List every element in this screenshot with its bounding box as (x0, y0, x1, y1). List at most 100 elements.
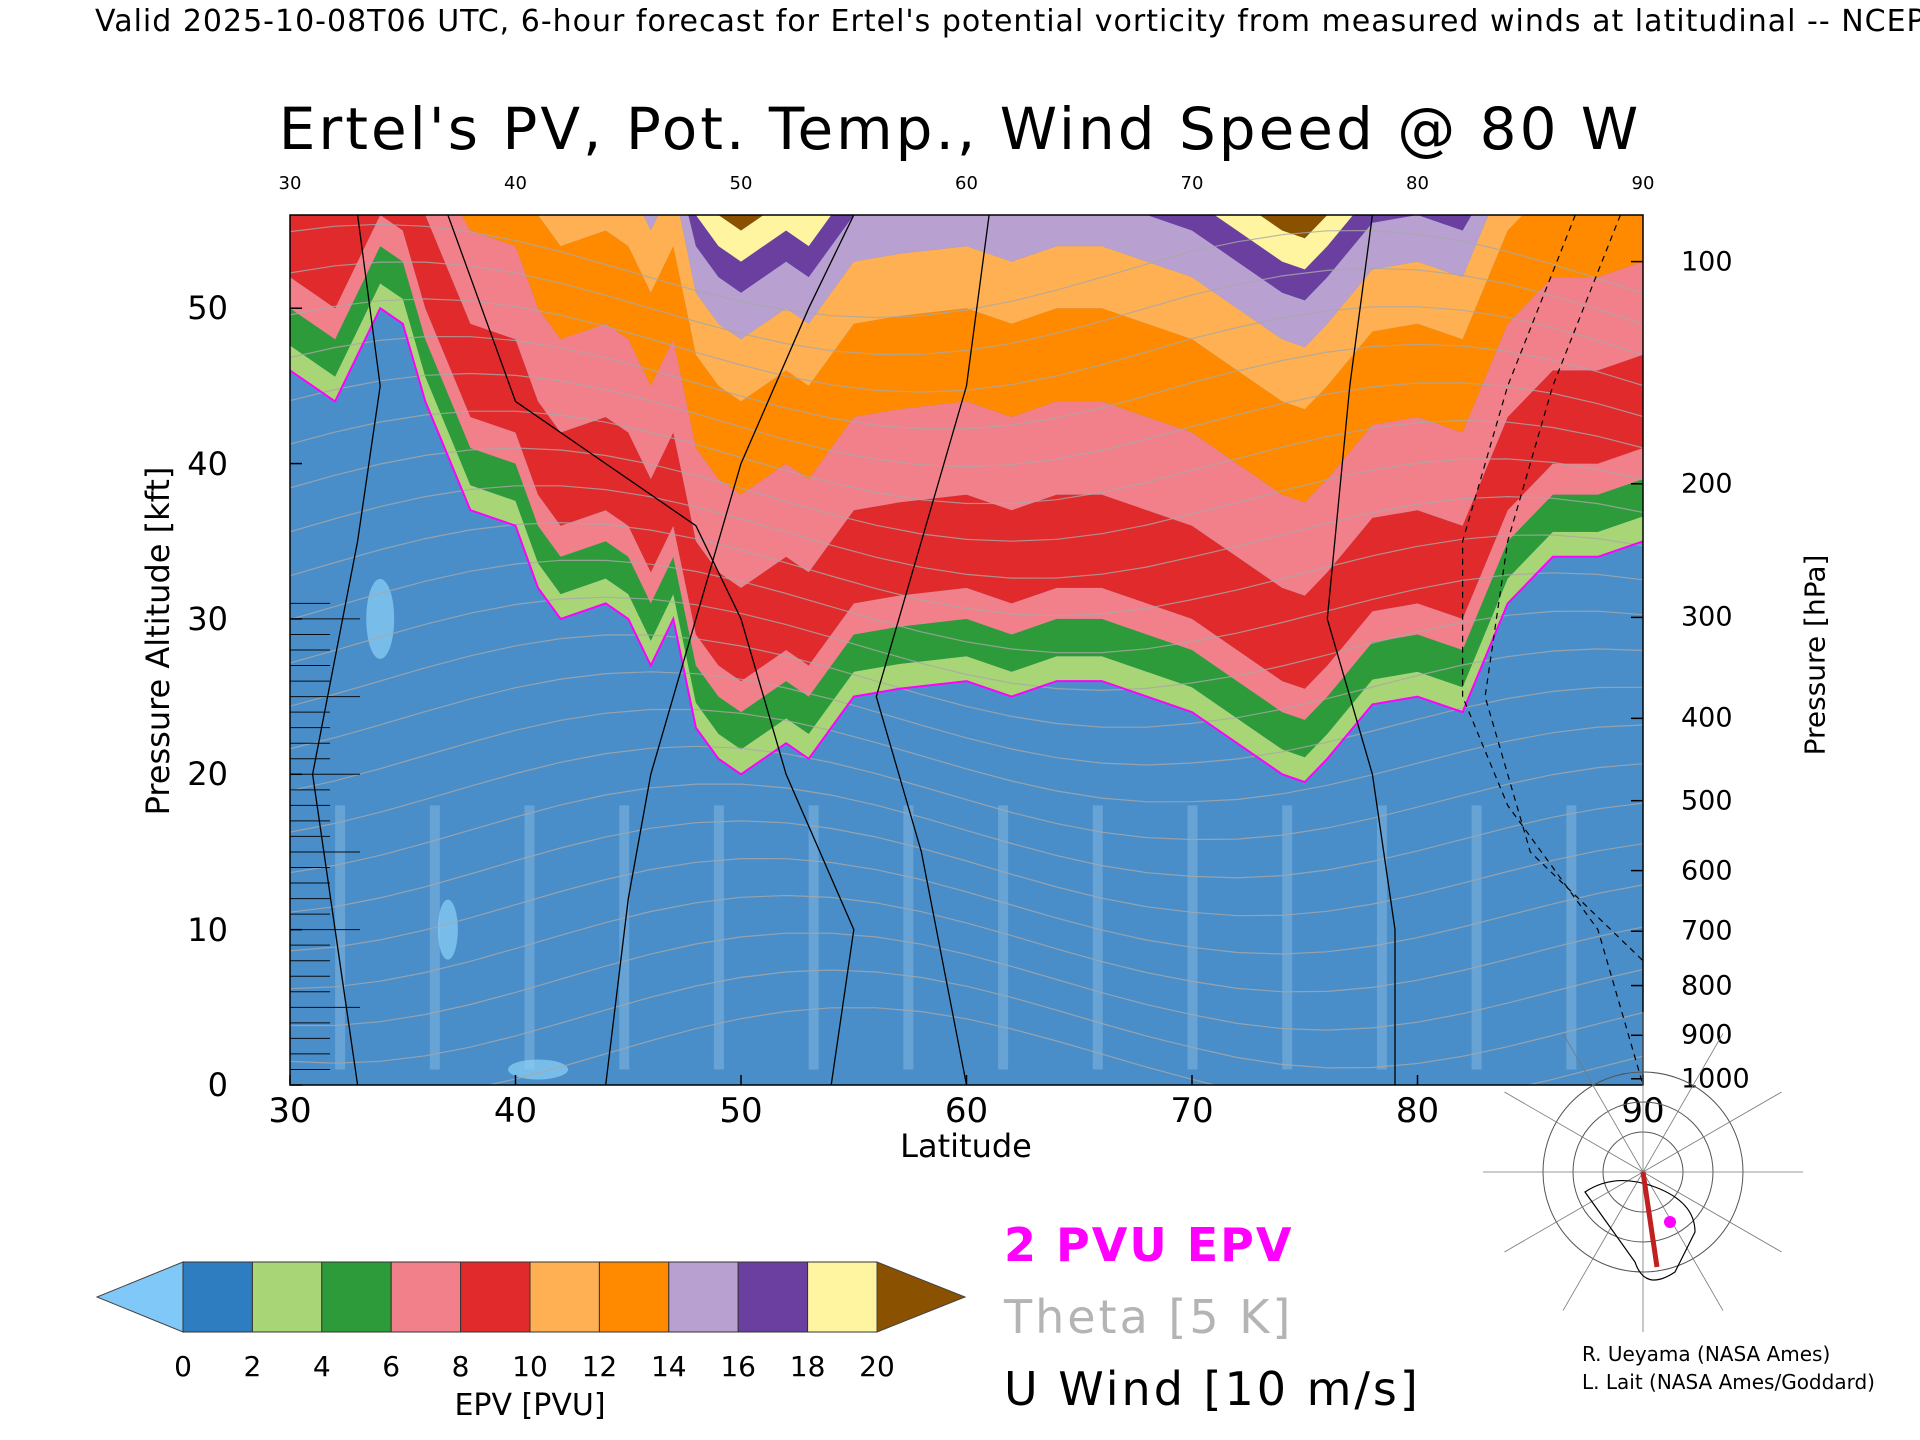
y-tick-label-right: 600 (1681, 855, 1733, 887)
map-meridian (1504, 1091, 1644, 1173)
colorbar-segment (321, 1261, 392, 1333)
credit-line-2: L. Lait (NASA Ames/Goddard) (1582, 1370, 1875, 1394)
theta-contour (290, 671, 1643, 766)
epv-light-streak (1282, 805, 1293, 1070)
theta-contour (290, 261, 1643, 356)
theta-contour (290, 335, 1643, 430)
theta-contour (290, 894, 1643, 993)
epv-light-streak (429, 805, 440, 1070)
header-text: Valid 2025-10-08T06 UTC, 6-hour forecast… (95, 4, 1920, 39)
epv-light-streak (1187, 805, 1198, 1070)
u-wind-contour (447, 215, 855, 1085)
colorbar-segment (668, 1261, 739, 1333)
epv-band-12-14 (461, 215, 1643, 503)
epv-band-18-20 (695, 215, 1354, 270)
chart-title: Ertel's PV, Pot. Temp., Wind Speed @ 80 … (278, 95, 1642, 163)
map-meridian (1504, 1171, 1644, 1253)
map-meridian (1562, 1033, 1644, 1173)
x-tick-label-top: 70 (1180, 173, 1204, 194)
x-tick-label-bottom: 30 (268, 1091, 312, 1131)
map-cross-section-line (1640, 1171, 1660, 1268)
pvu-2-contour (290, 306, 1643, 784)
credit-line-1: R. Ueyama (NASA Ames) (1582, 1342, 1831, 1366)
epv-band-14-15 (538, 215, 1523, 410)
y-tick-label-left: 20 (187, 755, 228, 794)
theta-contour (290, 410, 1643, 505)
y-tick-label-right: 300 (1681, 601, 1733, 633)
epv-band-4-6 (290, 246, 1643, 758)
epv-light-streak (524, 805, 535, 1070)
x-tick-label-top: 50 (729, 173, 753, 194)
colorbar-tick-label: 14 (650, 1350, 687, 1383)
u-wind-contour (1326, 215, 1396, 1085)
map-coastline (1584, 1179, 1696, 1281)
y-tick-label-right: 100 (1681, 246, 1733, 278)
epv-field (290, 215, 1643, 1085)
theta-contour (290, 745, 1643, 841)
epv-band-16-17 (643, 215, 1489, 348)
u-wind-contour (875, 215, 990, 1085)
map-meridian (1642, 1171, 1782, 1253)
map-meridian (1642, 1091, 1782, 1173)
y-tick-label-left: 50 (187, 289, 228, 328)
epv-light-streak (1566, 805, 1577, 1070)
x-tick-label-bottom: 60 (944, 1091, 989, 1131)
x-tick-label-bottom: 50 (719, 1091, 763, 1131)
colorbar-segment (251, 1261, 323, 1333)
colorbar-tick-label: 8 (451, 1350, 470, 1383)
theta-contour (290, 485, 1643, 579)
epv-low-patch (508, 1059, 569, 1080)
x-axis-label: Latitude (900, 1127, 1032, 1165)
x-tick-label-top: 90 (1631, 173, 1655, 194)
x-tick-label-bottom: 70 (1170, 1091, 1214, 1131)
epv-light-streak (1471, 805, 1482, 1070)
epv-band-17-18 (688, 215, 1472, 301)
theta-contour (290, 857, 1643, 955)
y-tick-label-right: 1000 (1681, 1063, 1750, 1095)
map-location-dot (1664, 1216, 1676, 1228)
colorbar-tick-label: 18 (789, 1350, 826, 1383)
colorbar-label: EPV [PVU] (454, 1388, 606, 1423)
theta-contour (290, 708, 1643, 803)
legend-2pvu: 2 PVU EPV (1004, 1218, 1294, 1272)
theta-contour (290, 223, 1643, 319)
y-tick-label-left: 10 (187, 910, 228, 949)
colorbar-tick-label: 0 (174, 1350, 192, 1383)
theta-contour (290, 783, 1643, 879)
colorbar-tick-label: 4 (312, 1350, 331, 1383)
y-tick-label-right: 400 (1681, 702, 1733, 734)
theta-contour (290, 596, 1643, 692)
u-wind-contour (311, 215, 381, 1085)
epv-light-streak (998, 805, 1009, 1070)
theta-contour (290, 634, 1643, 728)
epv-light-streak (808, 805, 819, 1070)
u-wind-contour (605, 215, 855, 1085)
colorbar-segment (737, 1261, 809, 1333)
colorbar-tick-label: 12 (581, 1350, 618, 1383)
epv-light-streak (335, 805, 346, 1070)
theta-contour (290, 932, 1643, 1031)
theta-contour (290, 447, 1643, 542)
colorbar-segment (598, 1261, 670, 1333)
colorbar-over-arrow (876, 1261, 967, 1333)
x-tick-label-bottom: 40 (493, 1091, 538, 1131)
x-tick-label-bottom: 80 (1395, 1091, 1440, 1131)
colorbar-segment (807, 1261, 878, 1333)
y-tick-label-right: 200 (1681, 468, 1733, 500)
colorbar-segment (460, 1261, 531, 1333)
epv-band-over-20 (718, 215, 1328, 239)
colorbar-tick-label: 16 (720, 1350, 757, 1383)
epv-light-streak (1376, 805, 1387, 1070)
x-tick-label-top: 40 (504, 173, 527, 194)
epv-band-10-12 (335, 215, 1643, 596)
map-meridian (1642, 1033, 1724, 1173)
y-tick-label-right: 800 (1681, 970, 1733, 1002)
colorbar-segment (182, 1261, 253, 1333)
epv-light-streak (1092, 805, 1103, 1070)
x-tick-label-top: 60 (955, 173, 978, 194)
theta-contour (290, 820, 1643, 917)
colorbar-segment (390, 1261, 462, 1333)
y-tick-label-left: 40 (187, 444, 228, 483)
theta-contour (290, 521, 1643, 617)
